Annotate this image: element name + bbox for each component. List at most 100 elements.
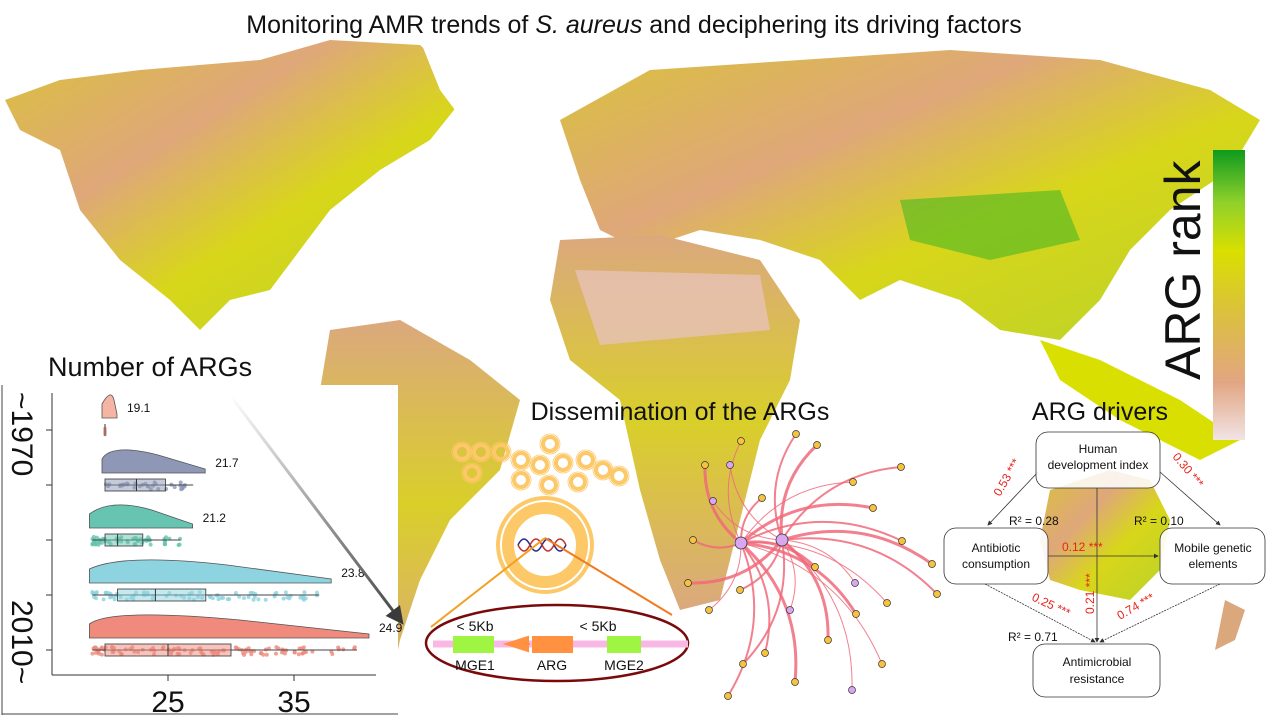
data-point	[208, 595, 213, 600]
data-point	[93, 540, 98, 545]
network-node	[726, 461, 734, 469]
mge1-label: MGE1	[455, 657, 495, 673]
bacterium-cell	[569, 473, 587, 491]
network-node	[883, 599, 891, 607]
dissemination-title: Dissemination of the ARGs	[531, 398, 830, 426]
arg-label: ARG	[537, 657, 567, 673]
network-edge	[708, 542, 742, 611]
data-point	[101, 597, 106, 602]
colorbar-bar	[1213, 150, 1245, 440]
data-point	[172, 485, 177, 490]
network-node	[791, 678, 799, 686]
bacterium-cell	[492, 443, 510, 461]
bacterium-cell	[594, 461, 612, 479]
x-tick-35: 35	[277, 686, 310, 719]
network-edge	[781, 537, 938, 595]
amr-label: Antimicrobial	[1063, 655, 1132, 669]
density-curve	[101, 394, 118, 419]
network-node	[739, 660, 747, 668]
network-edge	[703, 464, 742, 545]
data-point	[250, 590, 255, 595]
data-point	[227, 597, 232, 602]
data-point	[274, 590, 279, 595]
data-point	[92, 594, 97, 599]
network-edge	[740, 541, 888, 604]
network-node	[709, 497, 717, 505]
bacterium-cell	[540, 476, 558, 494]
greenland	[420, 35, 560, 130]
bacteria-cells	[451, 433, 630, 496]
mge-label: Mobile genetic	[1174, 541, 1251, 555]
x-tick-25: 25	[151, 686, 184, 719]
raincloud-background	[2, 385, 398, 715]
network-node	[724, 692, 732, 700]
zoom-arrow	[228, 394, 404, 625]
data-point	[336, 647, 341, 652]
node-antibiotic: Antibiotic consumption	[943, 527, 1049, 585]
hdi-label: Human	[1079, 442, 1118, 456]
dissemination-panel: Dissemination of the ARGs < 5Kb < 5Kb MG…	[424, 398, 941, 700]
arg-gene	[532, 636, 573, 653]
network-node	[684, 579, 692, 587]
box	[117, 588, 207, 602]
network-edge	[740, 502, 874, 545]
data-point	[302, 590, 307, 595]
density-curve	[89, 504, 193, 529]
bacterium-cell	[453, 443, 471, 461]
svg-text:resistance: resistance	[1070, 672, 1125, 686]
data-point	[296, 652, 301, 657]
r2-amr: R² = 0.71	[1008, 630, 1058, 644]
density-curve	[89, 559, 332, 584]
drivers-title: ARG drivers	[1032, 398, 1168, 426]
world-map	[5, 35, 1260, 690]
raincloud-row: 23.8	[46, 559, 365, 602]
data-point	[97, 647, 102, 652]
mean-label: 19.1	[127, 401, 151, 415]
raincloud-row: 21.2	[46, 504, 227, 547]
network-node	[689, 536, 697, 544]
coef-hdi-amr: 0.21 ***	[1083, 573, 1097, 614]
network-node	[737, 437, 745, 445]
data-point	[242, 596, 247, 601]
data-point	[219, 595, 224, 600]
australia	[1040, 470, 1170, 600]
network-node	[811, 563, 819, 571]
network-hub-node	[775, 533, 789, 547]
mge2-gene	[607, 636, 641, 653]
network-node	[761, 649, 769, 657]
bacterium-cell	[554, 454, 572, 472]
data-point	[263, 597, 268, 602]
svg-text:development index: development index	[1048, 458, 1149, 472]
data-point	[281, 596, 286, 601]
bacterium-cell	[463, 464, 481, 482]
mean-label: 21.2	[203, 511, 227, 525]
svg-text:elements: elements	[1189, 557, 1238, 571]
network-edge	[739, 541, 798, 683]
network-node	[898, 537, 906, 545]
coef-antibiotic-mge: 0.12 ***	[1062, 540, 1103, 554]
data-point	[178, 483, 183, 488]
raincloud-row: 19.1	[46, 394, 151, 437]
y-label-1970: ~1970	[5, 392, 38, 476]
box	[104, 478, 166, 492]
box	[104, 533, 144, 547]
raincloud-plot: Number of ARGs ~1970 2010~ 25 35 19.1 21.…	[1, 352, 404, 719]
network-edge	[742, 539, 786, 665]
right-distance-label: < 5Kb	[580, 618, 617, 634]
data-point	[104, 590, 109, 595]
bacterium-cell	[610, 467, 628, 485]
mean-label: 24.9	[379, 621, 403, 635]
data-point	[251, 597, 256, 602]
bacterium-cell	[512, 451, 530, 469]
data-point	[299, 646, 304, 651]
node-amr: Antimicrobial resistance	[1032, 643, 1161, 698]
data-point	[274, 645, 279, 650]
network-edge	[727, 542, 756, 697]
data-point	[96, 651, 101, 656]
data-point	[273, 651, 278, 656]
density-curve	[101, 449, 206, 474]
page-title: Monitoring AMR trends of S. aureus and d…	[246, 11, 1021, 39]
network-node	[933, 590, 941, 598]
bacterium-cell-large	[496, 496, 594, 594]
